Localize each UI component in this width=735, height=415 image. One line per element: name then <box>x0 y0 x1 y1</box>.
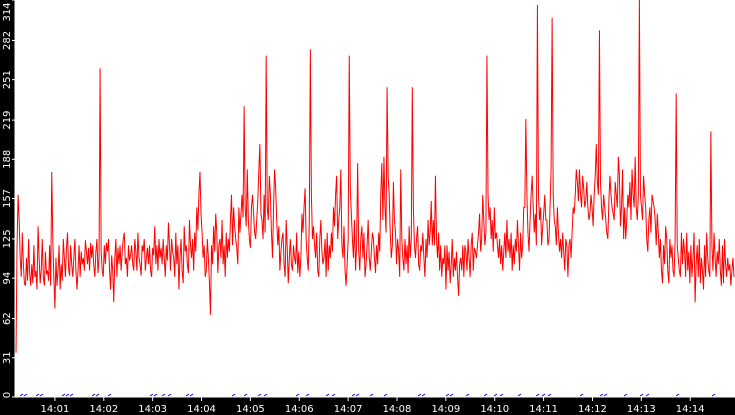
secondary-series-mark <box>517 393 522 397</box>
secondary-series-mark <box>449 393 454 397</box>
plot-area <box>15 0 735 397</box>
secondary-series-mark <box>19 393 24 397</box>
x-tick-label: 14:14 <box>676 404 705 415</box>
secondary-series-mark <box>23 393 28 397</box>
y-tick-label: 94 <box>2 272 13 285</box>
secondary-series-mark <box>465 393 470 397</box>
secondary-series-mark <box>541 393 546 397</box>
y-tick-label: 31 <box>2 351 13 364</box>
secondary-series-mark <box>153 393 158 397</box>
y-tick-label: 157 <box>2 189 13 208</box>
secondary-series-mark <box>483 393 488 397</box>
secondary-series-mark <box>445 393 450 397</box>
y-tick-label: 314 <box>2 2 13 21</box>
y-tick-label: 188 <box>2 150 13 169</box>
x-tick-label: 14:03 <box>138 404 167 415</box>
secondary-series-mark <box>325 393 330 397</box>
y-tick-label: 219 <box>2 111 13 130</box>
secondary-series-mark <box>499 393 504 397</box>
secondary-series-mark <box>623 393 628 397</box>
secondary-series-mark <box>189 393 194 397</box>
secondary-series-mark <box>535 393 540 397</box>
secondary-series-marks <box>19 393 716 397</box>
secondary-series-mark <box>231 393 236 397</box>
secondary-series-mark <box>35 393 40 397</box>
x-tick-label: 14:04 <box>187 404 216 415</box>
secondary-series-mark <box>107 393 112 397</box>
x-tick-label: 14:06 <box>285 404 314 415</box>
secondary-series-mark <box>421 393 426 397</box>
y-axis-ticks: 0 31 62 94 125 157 188 219 251 282 314 <box>2 0 15 398</box>
secondary-series-mark <box>61 393 66 397</box>
x-tick-label: 14:01 <box>40 404 69 415</box>
secondary-series-mark <box>95 393 100 397</box>
secondary-series-mark <box>69 393 74 397</box>
secondary-series-mark <box>599 393 604 397</box>
y-tick-label: 0 <box>2 392 13 398</box>
x-tick-label: 14:05 <box>236 404 265 415</box>
y-tick-label: 62 <box>2 312 13 325</box>
secondary-series-mark <box>579 393 584 397</box>
x-tick-label: 14:07 <box>334 404 363 415</box>
secondary-series-mark <box>711 393 716 397</box>
secondary-series-mark <box>305 393 310 397</box>
x-axis-ticks: 14:01 14:02 14:03 14:04 14:05 14:06 14:07 14:08… <box>40 397 705 415</box>
x-tick-label: 14:11 <box>529 404 558 415</box>
x-tick-label: 14:08 <box>383 404 412 415</box>
secondary-series-mark <box>351 393 356 397</box>
secondary-series-mark <box>39 393 44 397</box>
y-tick-label: 125 <box>2 229 13 248</box>
x-tick-label: 14:12 <box>578 404 607 415</box>
secondary-series-mark <box>149 393 154 397</box>
secondary-series-mark <box>331 393 336 397</box>
secondary-series-mark <box>369 393 374 397</box>
x-tick-label: 14:02 <box>89 404 118 415</box>
secondary-series-mark <box>645 393 650 397</box>
secondary-series-mark <box>243 393 248 397</box>
secondary-series-mark <box>167 393 172 397</box>
y-tick-label: 251 <box>2 70 13 89</box>
x-tick-label: 14:13 <box>627 404 656 415</box>
series-line <box>15 0 735 353</box>
secondary-series-mark <box>295 393 300 397</box>
secondary-series-mark <box>355 393 360 397</box>
secondary-series-mark <box>185 393 190 397</box>
x-tick-label: 14:10 <box>480 404 509 415</box>
secondary-series-mark <box>257 393 262 397</box>
secondary-series-mark <box>161 393 166 397</box>
secondary-series-mark <box>603 393 608 397</box>
y-tick-label: 282 <box>2 31 13 50</box>
secondary-series-mark <box>675 393 680 397</box>
secondary-series-mark <box>547 393 552 397</box>
secondary-series-mark <box>91 393 96 397</box>
series-group <box>15 0 735 353</box>
secondary-series-mark <box>263 393 268 397</box>
secondary-series-mark <box>65 393 70 397</box>
secondary-series-mark <box>493 393 498 397</box>
x-tick-label: 14:09 <box>431 404 460 415</box>
secondary-series-mark <box>639 393 644 397</box>
secondary-series-mark <box>417 393 422 397</box>
secondary-series-mark <box>383 393 388 397</box>
